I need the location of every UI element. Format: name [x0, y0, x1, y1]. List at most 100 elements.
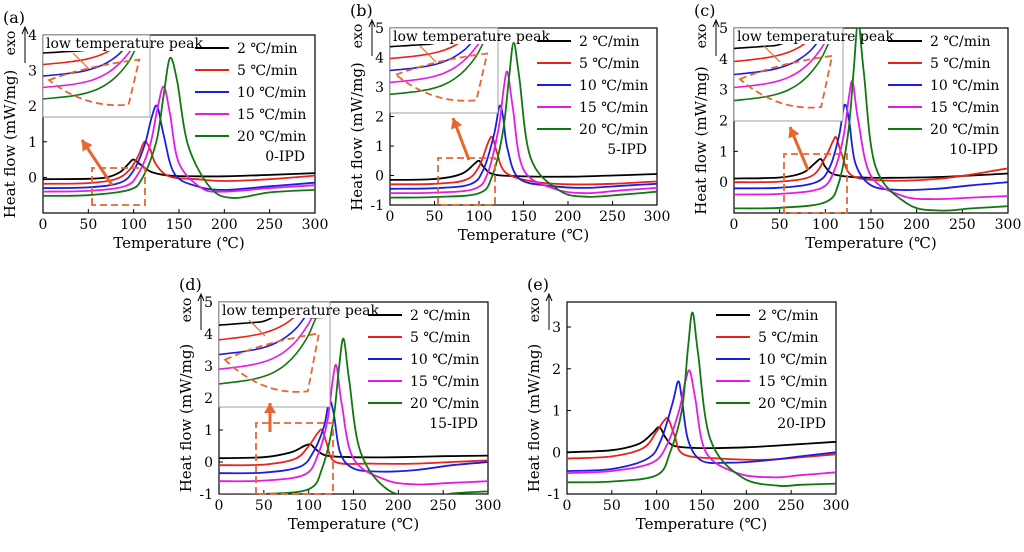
- legend-entry: 10 ℃/min: [410, 352, 479, 368]
- y-tick-label: 3: [28, 64, 37, 80]
- x-tick-label: 250: [949, 217, 976, 233]
- exo-arrow-head: [21, 25, 29, 35]
- x-tick-label: 0: [386, 209, 395, 225]
- zoom-region-box: [437, 157, 496, 206]
- sample-label: 10-IPD: [949, 142, 998, 158]
- series-line: [390, 159, 657, 181]
- series-line: [567, 311, 836, 488]
- x-tick-label: 300: [644, 209, 671, 225]
- inset-label: low temperature peak: [222, 303, 379, 319]
- legend-entry: 5 ℃/min: [237, 63, 298, 79]
- x-tick-label: 250: [599, 209, 626, 225]
- inset-series: [734, 44, 830, 102]
- inset-series-line: [43, 51, 136, 100]
- legend-entry: 5 ℃/min: [758, 330, 819, 346]
- inset-series-line: [734, 44, 784, 50]
- y-tick-label: 0: [719, 175, 728, 191]
- inset: low temperature peak: [389, 27, 550, 114]
- y-tick-label: 1: [552, 404, 561, 420]
- series-line: [734, 135, 1008, 184]
- y-axis-label: Heat flow (mW/mg): [1, 70, 19, 219]
- x-tick-label: 100: [643, 498, 670, 514]
- panel-label: (b): [350, 1, 373, 20]
- series-line: [43, 85, 315, 193]
- x-tick-label: 200: [211, 217, 238, 233]
- inset-dashed-outline: [223, 332, 321, 393]
- legend-entry: 5 ℃/min: [930, 56, 991, 72]
- legend-entry: 15 ℃/min: [758, 374, 827, 390]
- series-group: [219, 337, 488, 494]
- x-tick-label: 0: [730, 217, 739, 233]
- x-tick-label: 150: [688, 498, 715, 514]
- y-tick-label: 4: [28, 28, 37, 44]
- series-line: [43, 140, 315, 185]
- y-tick-label: 3: [204, 359, 213, 375]
- x-tick-label: 0: [215, 498, 224, 514]
- y-tick-label: 5: [204, 295, 213, 311]
- legend-entry: 15 ℃/min: [579, 100, 648, 116]
- legend-entry: 20 ℃/min: [237, 129, 306, 145]
- x-axis-label: Temperature (℃): [458, 226, 590, 244]
- inset-series-line: [219, 318, 317, 385]
- inset-dashed-outline: [738, 54, 834, 109]
- x-tick-label: 300: [475, 498, 502, 514]
- x-tick-label: 100: [120, 217, 147, 233]
- panel-label: (e): [527, 275, 549, 294]
- exo-label: exo: [3, 31, 19, 56]
- x-tick-label: 50: [426, 209, 444, 225]
- series-line: [219, 364, 488, 486]
- exo-label: exo: [527, 298, 543, 323]
- series-line: [219, 337, 488, 494]
- y-axis-label: Heat flow (mW/mg): [525, 344, 543, 493]
- inset: low temperature peak: [218, 301, 379, 408]
- series-group: [390, 41, 657, 199]
- legend-entry: 2 ℃/min: [410, 308, 471, 324]
- legend-entry: 5 ℃/min: [579, 56, 640, 72]
- y-tick-label: 1: [204, 423, 213, 439]
- y-tick-label: 2: [375, 110, 384, 126]
- exo-label: exo: [694, 24, 710, 49]
- legend: 2 ℃/min 5 ℃/min 10 ℃/min 15 ℃/min 20 ℃/min 20…: [716, 308, 827, 432]
- inset-series-line: [734, 44, 806, 63]
- inset-series-line: [734, 44, 818, 76]
- sample-label: 0-IPD: [265, 149, 305, 165]
- inset-series-line: [390, 44, 459, 60]
- exo-arrow-head: [368, 18, 376, 28]
- zoom-region-box: [783, 153, 848, 214]
- inset-series-line: [43, 51, 86, 54]
- y-tick-label: 1: [719, 144, 728, 160]
- y-axis-label: Heat flow (mW/mg): [692, 66, 710, 215]
- y-tick-label: 2: [204, 391, 213, 407]
- x-tick-label: 150: [510, 209, 537, 225]
- y-tick-label: 2: [552, 362, 561, 378]
- x-tick-label: 150: [340, 498, 367, 514]
- exo-label: exo: [179, 298, 195, 323]
- inset: low temperature peak: [42, 34, 203, 118]
- legend-entry: 15 ℃/min: [237, 107, 306, 123]
- series-line: [43, 56, 315, 199]
- zoom-region-box: [255, 422, 334, 495]
- legend-entry: 2 ℃/min: [930, 34, 991, 50]
- x-tick-label: 150: [166, 217, 193, 233]
- x-tick-label: 50: [255, 498, 273, 514]
- series-line: [390, 135, 657, 186]
- inset-series-line: [219, 318, 306, 356]
- exo-arrow-head: [712, 18, 720, 28]
- legend-entry: 5 ℃/min: [410, 330, 471, 346]
- x-axis-label: Temperature (℃): [805, 234, 937, 252]
- legend-entry: 10 ℃/min: [930, 78, 999, 94]
- y-tick-label: 2: [28, 99, 37, 115]
- series-line: [390, 104, 657, 190]
- y-tick-label: 4: [375, 51, 384, 67]
- legend-entry: 2 ℃/min: [579, 34, 640, 50]
- exo-arrow-head: [545, 292, 553, 302]
- x-tick-label: 200: [385, 498, 412, 514]
- exo-label: exo: [350, 24, 366, 49]
- y-tick-label: 3: [375, 80, 384, 96]
- legend-entry: 20 ℃/min: [410, 396, 479, 412]
- x-tick-label: 250: [256, 217, 283, 233]
- y-tick-label: -1: [547, 487, 561, 503]
